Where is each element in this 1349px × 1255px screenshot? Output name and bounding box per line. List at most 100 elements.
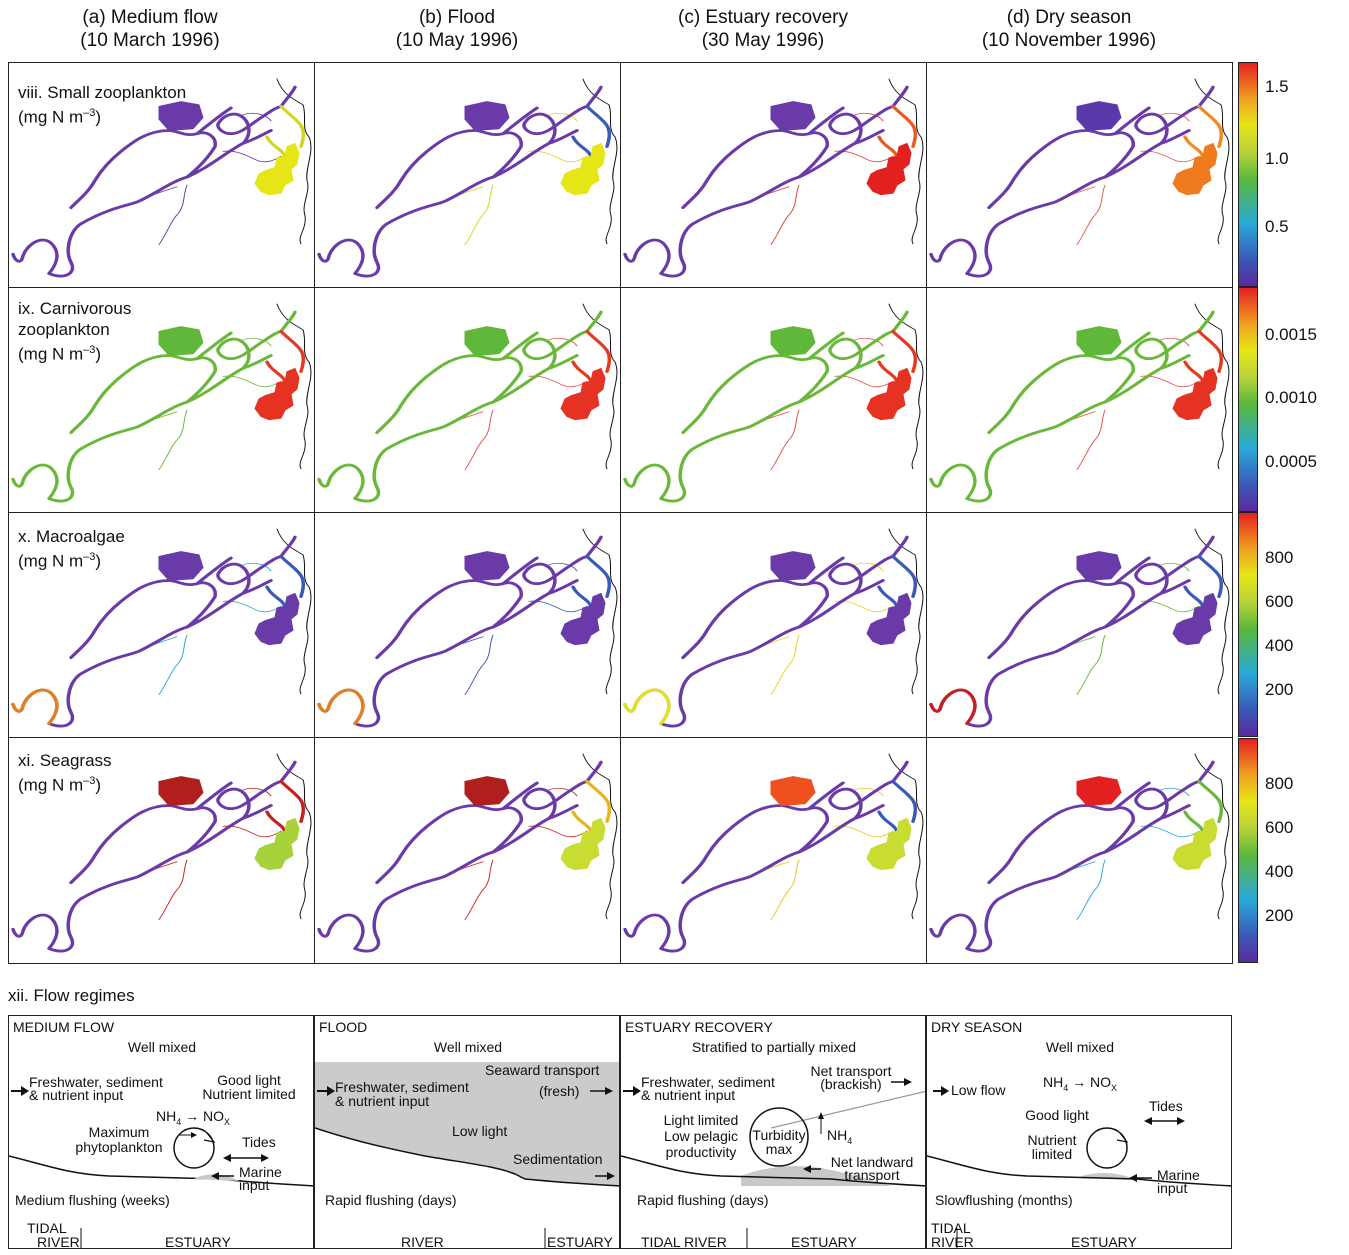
estuary-map [317,528,618,728]
flow-panel-estuary-recovery: ESTUARY RECOVERY Stratified to partially… [620,1015,926,1249]
input-label: & nutrient input [29,1087,124,1103]
tributary [454,787,588,921]
zone-label-left: TIDAL [27,1220,67,1236]
zone-label-left: TIDAL [931,1220,971,1236]
bay [1172,367,1218,421]
zone-label-right: ESTUARY [791,1234,857,1249]
river-headwater [929,688,977,725]
nitrogen-label: NH4 [827,1127,853,1146]
coastline [1194,78,1230,245]
tributary [148,787,282,921]
map-cell [9,738,315,963]
panel-title: DRY SEASON [931,1019,1023,1035]
column-header-a: (a) Medium flow (10 March 1996) [0,6,300,52]
column-title: (a) Medium flow [82,7,218,28]
column-title: (c) Estuary recovery [678,7,848,28]
input-label: Freshwater, sediment [335,1079,469,1095]
transport-label: (brackish) [820,1076,882,1092]
map-cell [315,63,621,288]
lake [464,326,510,356]
bay [254,592,300,646]
bay [866,142,912,196]
flow-profile-diagram [315,1062,619,1248]
row-label-unit: (mg N m–3) [18,344,102,364]
flushing-label: Medium flushing (weeks) [15,1192,170,1208]
coastline [276,78,312,245]
bay [560,817,606,871]
phyto-label: phytoplankton [75,1139,163,1155]
map-cell [927,288,1233,513]
coastline [1194,303,1230,470]
input-label: & nutrient input [641,1087,736,1103]
flow-panel-dry-season: DRY SEASON Well mixed Low flow NH4 → NOX… [926,1015,1232,1249]
turbidity-label: max [765,1141,793,1157]
coastline [582,528,618,695]
estuary-map [929,78,1230,278]
column-title: (d) Dry season [1006,7,1132,28]
estuary-map [929,753,1230,953]
transport-label: (fresh) [539,1083,580,1099]
colorbar-tick-label: 200 [1265,906,1294,925]
colorbar-macroalgae [1238,512,1258,737]
lake [158,551,204,581]
coastline [582,753,618,920]
estuary-map [929,303,1230,503]
transport-label: Seaward transport [485,1062,600,1078]
nutrient-label: limited [1031,1146,1073,1162]
river-channel [929,760,1215,953]
coastline [1194,753,1230,920]
colorbar-tick-label: 800 [1265,774,1294,793]
colorbar-tick-label: 400 [1265,862,1294,881]
lake [464,776,510,806]
map-cell [927,63,1233,288]
flow-profile-diagram [621,1078,925,1248]
coastline [1194,528,1230,695]
lake [158,776,204,806]
bay [560,592,606,646]
colorbar-tick-label: 600 [1265,592,1294,611]
mixing-label: Stratified to partially mixed [691,1039,857,1055]
flushing-label: Rapid flushing (days) [637,1192,769,1208]
bay [254,367,300,421]
light-label: Light limited [663,1112,739,1128]
estuary-map [11,753,312,953]
bay [560,367,606,421]
lake [1076,776,1122,806]
map-cell [621,288,927,513]
map-cell [9,288,315,513]
phyto-label: Maximum [88,1124,150,1140]
marine-label: input [239,1177,270,1193]
row-label-seagrass: xi. Seagrass (mg N m–3) [18,750,112,796]
bay [1172,817,1218,871]
lake [770,326,816,356]
nutrient-label: Nutrient [1027,1132,1077,1148]
river-channel [623,760,909,953]
map-cell [621,738,927,963]
colorbar-tick-label: 0.0005 [1265,452,1317,471]
row-label-unit: (mg N m–3) [18,107,102,127]
bay [866,367,912,421]
zone-label-left: RIVER [401,1234,444,1249]
colorbar-tick-label: 1.5 [1265,77,1289,96]
zone-label-left: RIVER [37,1234,80,1249]
map-cell [9,63,315,288]
tributary [760,337,894,471]
coastline [582,303,618,470]
bay [866,817,912,871]
tributary [1066,112,1200,246]
map-cell [621,513,927,738]
river-headwater [623,688,671,725]
lake [770,776,816,806]
colorbar-tick-label: 600 [1265,818,1294,837]
river-channel [929,310,1215,503]
lake [464,551,510,581]
lake [464,101,510,131]
coastline [276,528,312,695]
river-channel [317,760,603,953]
map-cell [927,513,1233,738]
map-cell [315,738,621,963]
mixing-label: Well mixed [1045,1039,1115,1055]
tributary [760,562,894,696]
estuary-map [929,528,1230,728]
flow-profile-diagram [927,1086,1231,1248]
